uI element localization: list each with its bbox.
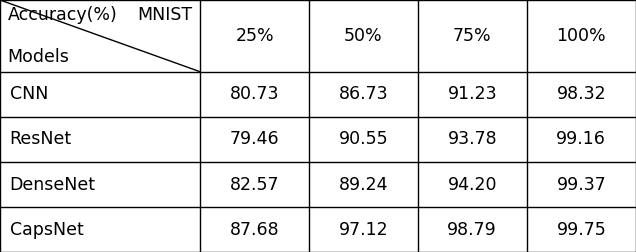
Text: 99.37: 99.37: [556, 176, 606, 194]
Text: 99.75: 99.75: [556, 220, 606, 239]
Text: MNIST: MNIST: [137, 6, 193, 24]
Text: 99.16: 99.16: [556, 131, 606, 148]
Text: 87.68: 87.68: [230, 220, 280, 239]
Text: 98.32: 98.32: [556, 85, 606, 103]
Text: 86.73: 86.73: [338, 85, 389, 103]
Text: CNN: CNN: [10, 85, 48, 103]
Text: 94.20: 94.20: [448, 176, 497, 194]
Text: 90.55: 90.55: [338, 131, 389, 148]
Text: ResNet: ResNet: [10, 131, 72, 148]
Text: 93.78: 93.78: [447, 131, 497, 148]
Text: 82.57: 82.57: [230, 176, 279, 194]
Text: DenseNet: DenseNet: [10, 176, 95, 194]
Text: 97.12: 97.12: [338, 220, 389, 239]
Text: 50%: 50%: [344, 27, 383, 45]
Text: 79.46: 79.46: [230, 131, 280, 148]
Text: 100%: 100%: [556, 27, 606, 45]
Text: 25%: 25%: [235, 27, 274, 45]
Text: 89.24: 89.24: [339, 176, 388, 194]
Text: 80.73: 80.73: [230, 85, 279, 103]
Text: Accuracy(%): Accuracy(%): [8, 6, 118, 24]
Text: Models: Models: [8, 48, 69, 66]
Text: 91.23: 91.23: [447, 85, 497, 103]
Text: 98.79: 98.79: [447, 220, 497, 239]
Text: 75%: 75%: [453, 27, 492, 45]
Text: CapsNet: CapsNet: [10, 220, 83, 239]
